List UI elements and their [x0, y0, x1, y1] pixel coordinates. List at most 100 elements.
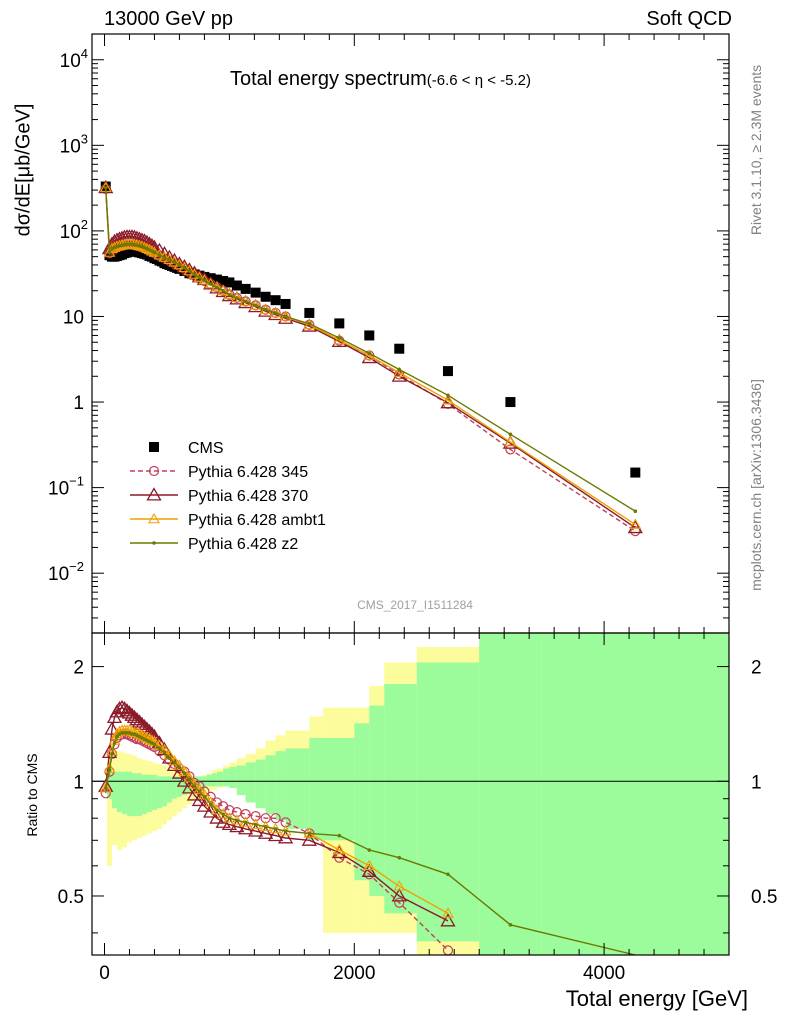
ratio-point-p370: [119, 703, 135, 717]
ratio-point-z2: [397, 855, 402, 860]
ratio-point-p370: [116, 700, 133, 715]
band-green-bin: [229, 767, 237, 789]
legend-marker-z2: [152, 541, 156, 545]
band-green-bin: [131, 773, 137, 817]
data-point-z2: [227, 292, 232, 297]
band-green-bin: [171, 776, 177, 799]
ratio-point-p345: [240, 809, 251, 820]
data-point-cms: [231, 280, 242, 291]
ratio-y-tick-label-right: 1: [751, 772, 762, 793]
ratio-point-p370: [139, 721, 155, 735]
ratio-point-z2: [130, 732, 134, 736]
ratio-point-p345: [270, 813, 281, 824]
ratio-point-ambt1: [442, 907, 454, 918]
data-point-p345: [505, 444, 516, 455]
data-point-p345: [630, 526, 641, 537]
data-point-z2: [633, 509, 638, 514]
data-point-z2: [307, 322, 312, 326]
ratio-uncertainty-bands: [106, 633, 729, 955]
band-green-bin: [211, 773, 217, 787]
ratio-point-z2: [508, 923, 513, 927]
band-green-bin: [111, 771, 117, 809]
data-point-z2: [103, 185, 108, 190]
ratio-point-p370: [248, 823, 264, 837]
x-tick-label: 0: [99, 963, 110, 984]
data-point-z2: [177, 263, 182, 267]
data-point-z2: [221, 288, 225, 293]
data-point-z2: [253, 303, 258, 308]
series-cms: [100, 181, 641, 478]
ratio-y-tick-label: 0.5: [58, 887, 84, 908]
ratio-point-z2: [110, 752, 114, 756]
data-point-z2: [107, 250, 112, 255]
ratio-point-z2: [367, 848, 372, 852]
ratio-point-p370: [257, 825, 274, 839]
data-point-z2: [152, 250, 157, 255]
ratio-point-z2: [192, 784, 197, 789]
ratio-y-tick-label-right: 0.5: [751, 887, 777, 908]
band-green-bin: [323, 737, 355, 841]
ratio-point-z2: [202, 795, 207, 799]
ratio-point-z2: [227, 816, 232, 821]
data-point-cms: [442, 366, 453, 377]
ratio-point-p370: [131, 714, 148, 728]
axis-ticks: [92, 33, 730, 955]
spectrum-series: [98, 179, 643, 537]
legend-label-cms: CMS: [188, 440, 224, 457]
ratio-series: [98, 699, 636, 955]
y-tick-label: 1: [73, 393, 84, 414]
data-point-p370: [203, 276, 219, 290]
band-green-bin: [106, 768, 112, 799]
ratio-point-ambt1: [210, 804, 223, 815]
y-tick-label-mantissa: 10: [60, 51, 81, 72]
band-green-bin: [354, 723, 370, 881]
ratio-point-z2: [157, 746, 162, 751]
ratio-point-z2: [243, 820, 248, 825]
ratio-series-z2: [103, 731, 636, 955]
data-point-cms: [304, 307, 315, 318]
band-green-bin: [275, 751, 286, 821]
ratio-point-ambt1: [223, 812, 236, 823]
rivet-version-label: Rivet 3.1.10, ≥ 2.3M events: [748, 64, 764, 236]
ratio-point-p370: [186, 787, 203, 801]
data-point-z2: [162, 255, 167, 260]
band-green-bin: [151, 774, 157, 811]
data-point-z2: [243, 299, 248, 304]
ratio-point-p370: [126, 709, 143, 724]
y-tick-label: 103: [60, 131, 88, 157]
ratio-point-p370: [98, 778, 114, 792]
ratio-point-z2: [125, 731, 129, 735]
band-green-bin: [245, 762, 256, 803]
ratio-point-z2: [172, 760, 177, 765]
band-green-bin: [236, 765, 246, 796]
legend-label-ambt1: Pythia 6.428 ambt1: [188, 512, 326, 529]
ratio-point-z2: [112, 741, 117, 745]
y-tick-label-mantissa: 1: [73, 393, 84, 414]
ratio-point-z2: [197, 789, 202, 794]
data-point-z2: [273, 311, 278, 315]
band-green-bin: [309, 737, 324, 841]
ratio-point-z2: [152, 742, 157, 747]
band-green-bin: [479, 633, 542, 955]
data-point-z2: [337, 336, 342, 340]
ratio-point-p345: [250, 811, 261, 822]
series-p345: [100, 183, 641, 537]
ratio-point-p370: [391, 888, 407, 902]
ratio-y-tick-label: 2: [73, 658, 84, 679]
source-label: mcplots.cern.ch [arXiv:1306.3436]: [748, 379, 764, 591]
data-point-cms: [224, 277, 235, 288]
data-point-ambt1: [303, 318, 316, 330]
data-point-p370: [627, 519, 643, 534]
legend-label-z2: Pythia 6.428 z2: [188, 536, 298, 553]
ratio-point-p370: [124, 707, 140, 721]
data-point-z2: [508, 432, 513, 437]
y-tick-label: 10−2: [48, 559, 84, 585]
ratio-point-z2: [177, 765, 182, 769]
band-yellow-bin: [106, 761, 112, 866]
band-green-bin: [255, 759, 266, 809]
band-green-bin: [384, 684, 417, 914]
ratio-point-z2: [182, 771, 187, 776]
y-tick-label-exponent: 2: [81, 217, 88, 232]
legend-label-p345: Pythia 6.428 345: [188, 464, 308, 481]
y-tick-label-exponent: 4: [81, 46, 88, 61]
